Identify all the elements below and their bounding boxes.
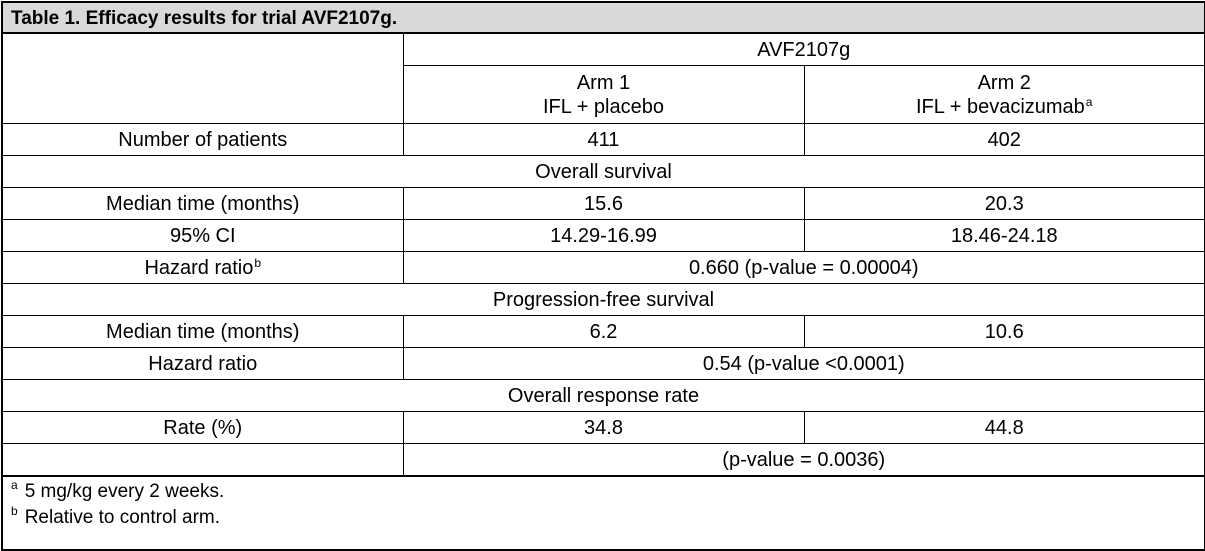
cell-value: 6.2 (402, 315, 805, 348)
cell-value: 402 (803, 123, 1204, 156)
footnote-text: Relative to control arm. (24, 507, 221, 528)
table-row: Hazard ratiob 0.660 (p-value = 0.00004) (3, 251, 1204, 284)
table-row: Hazard ratio 0.54 (p-value <0.0001) (3, 347, 1204, 380)
cell-value: 15.6 (402, 187, 805, 220)
table-row: Median time (months) 6.2 10.6 (3, 315, 1204, 348)
section-heading: Progression-free survival (3, 283, 1204, 316)
row-label-cell: Hazard ratiob (3, 251, 404, 284)
cell-value: 34.8 (402, 411, 805, 444)
footnote-a: a 5 mg/kg every 2 weeks. (11, 479, 1204, 505)
section-row: Overall survival (3, 155, 1204, 188)
section-row: Progression-free survival (3, 283, 1204, 316)
table-caption: Table 1. Efficacy results for trial AVF2… (3, 3, 1204, 34)
arm1-header: Arm 1 IFL + placebo (403, 65, 805, 124)
row-label: Median time (months) (3, 187, 404, 220)
footnotes: a 5 mg/kg every 2 weeks. b Relative to con… (3, 476, 1204, 531)
cell-value: 10.6 (803, 315, 1204, 348)
arm2-name: Arm 2 (977, 71, 1031, 94)
footnote-mark: a (11, 478, 18, 492)
arm2-regimen: IFL + bevacizumab (916, 95, 1085, 118)
row-label: Number of patients (3, 123, 404, 156)
section-heading: Overall survival (3, 155, 1204, 188)
footnote-ref-a: a (1085, 94, 1093, 109)
row-label: Hazard ratio (144, 256, 254, 279)
footnote-text: 5 mg/kg every 2 weeks. (24, 481, 225, 502)
row-label: Rate (%) (3, 411, 404, 444)
cell-value: 20.3 (803, 187, 1204, 220)
table-row: 95% CI 14.29-16.99 18.46-24.18 (3, 219, 1204, 252)
footnote-mark: b (11, 504, 18, 518)
table-row: Median time (months) 15.6 20.3 (3, 187, 1204, 220)
section-row: Overall response rate (3, 379, 1204, 412)
row-label: Hazard ratio (3, 347, 404, 380)
cell-value: 18.46-24.18 (803, 219, 1204, 252)
cell-value: (p-value = 0.0036) (402, 443, 1204, 476)
table-row: Number of patients 411 402 (3, 123, 1204, 156)
arm2-header: Arm 2 IFL + bevacizumaba (803, 65, 1204, 124)
arm1-regimen: IFL + placebo (542, 95, 664, 118)
table-row: Rate (%) 34.8 44.8 (3, 411, 1204, 444)
blank-cell (3, 443, 404, 476)
cell-value: 14.29-16.99 (402, 219, 805, 252)
cell-value: 0.660 (p-value = 0.00004) (402, 251, 1204, 284)
cell-value: 411 (402, 123, 805, 156)
footnote-ref-b: b (254, 255, 262, 270)
table-row: (p-value = 0.0036) (3, 443, 1204, 476)
results-grid: AVF2107g Arm 1 IFL + placebo Arm 2 IFL + b… (3, 34, 1204, 476)
row-label: Median time (months) (3, 315, 404, 348)
study-header: AVF2107g (402, 34, 1204, 66)
cell-value: 0.54 (p-value <0.0001) (402, 347, 1204, 380)
section-heading: Overall response rate (3, 379, 1204, 412)
footnote-b: b Relative to control arm. (11, 505, 1204, 531)
header-blank-cell (3, 34, 404, 124)
cell-value: 44.8 (803, 411, 1204, 444)
arm1-name: Arm 1 (576, 71, 631, 94)
row-label: 95% CI (3, 219, 404, 252)
